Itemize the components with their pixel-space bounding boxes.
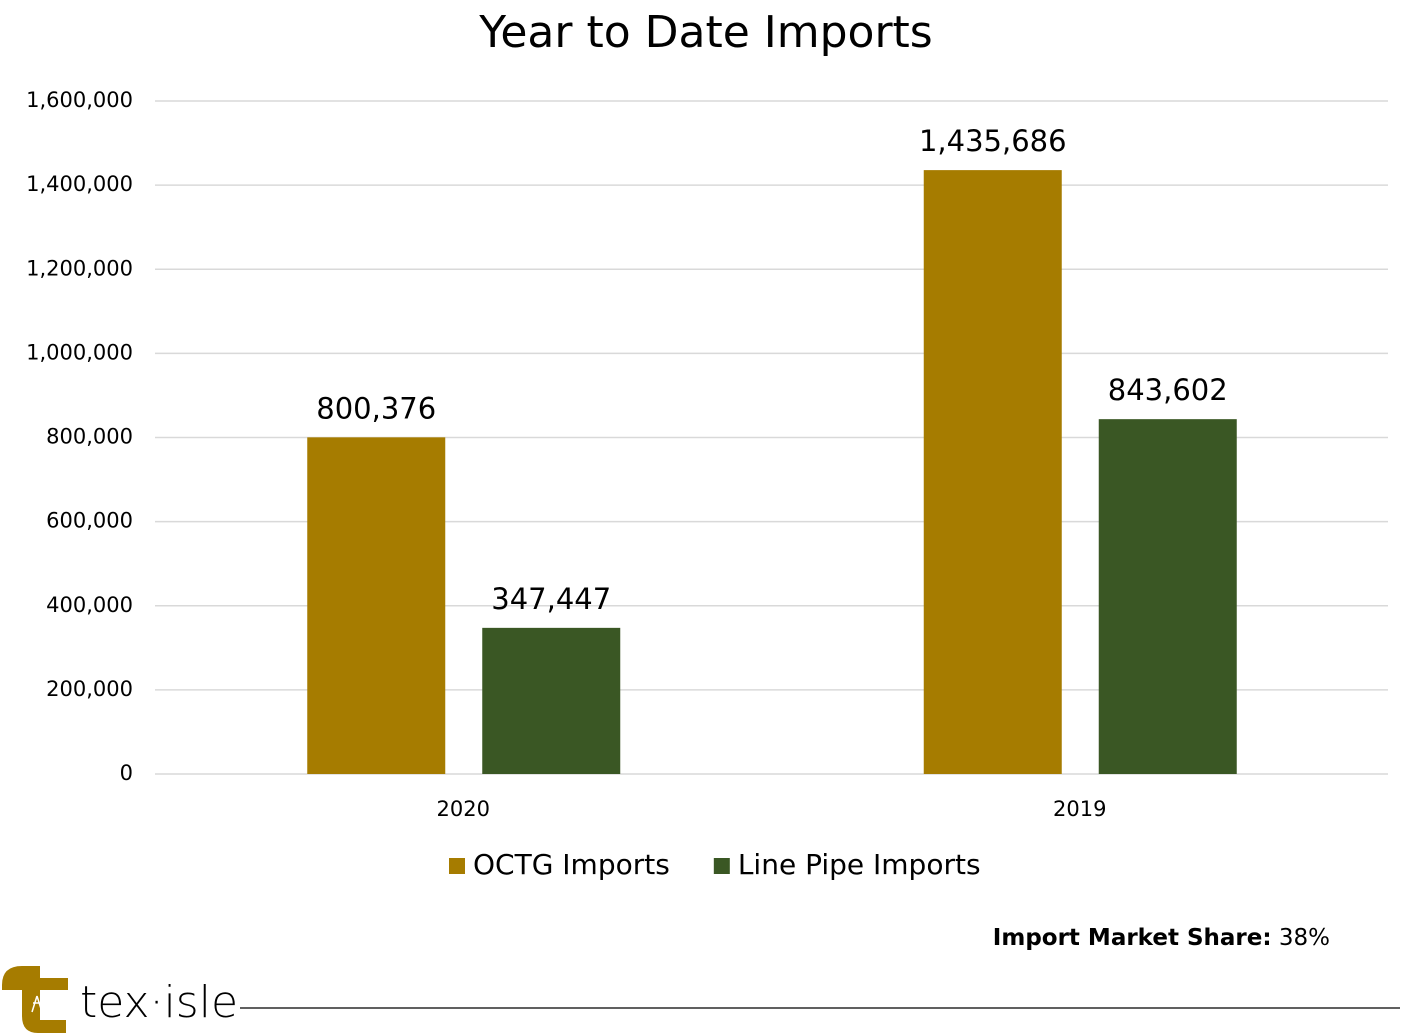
- annotation-value: 38%: [1279, 925, 1330, 951]
- legend-label: OCTG Imports: [473, 848, 670, 881]
- y-tick-label: 600,000: [46, 509, 133, 533]
- y-tick-label: 200,000: [46, 677, 133, 701]
- legend-label: Line Pipe Imports: [738, 848, 981, 881]
- annotation: Import Market Share: 38%: [993, 925, 1330, 951]
- value-label: 843,602: [1108, 373, 1228, 407]
- y-tick-label: 1,600,000: [26, 88, 133, 112]
- value-label: 800,376: [316, 391, 436, 425]
- chart-title: Year to Date Imports: [478, 7, 932, 58]
- y-tick-label: 1,400,000: [26, 172, 133, 196]
- logo: tex·isle: [2, 966, 238, 1033]
- value-label: 1,435,686: [919, 124, 1067, 158]
- y-tick-label: 800,000: [46, 425, 133, 449]
- annotation-label: Import Market Share:: [993, 925, 1272, 951]
- legend-swatch: [713, 858, 730, 874]
- y-tick-label: 0: [120, 761, 133, 785]
- bar: [923, 170, 1062, 775]
- bar: [482, 627, 621, 774]
- bar: [1098, 419, 1237, 774]
- logo-mark: [2, 966, 68, 1033]
- value-label: 347,447: [491, 582, 611, 616]
- y-tick-label: 1,200,000: [26, 256, 133, 280]
- y-tick-label: 400,000: [46, 593, 133, 617]
- x-tick-label: 2020: [437, 797, 490, 821]
- x-tick-label: 2019: [1053, 797, 1106, 821]
- y-tick-label: 1,000,000: [26, 340, 133, 364]
- logo-derrick: [31, 995, 43, 1013]
- bar: [307, 437, 446, 774]
- legend-swatch: [449, 858, 465, 874]
- brand: tex·isle: [80, 977, 238, 1028]
